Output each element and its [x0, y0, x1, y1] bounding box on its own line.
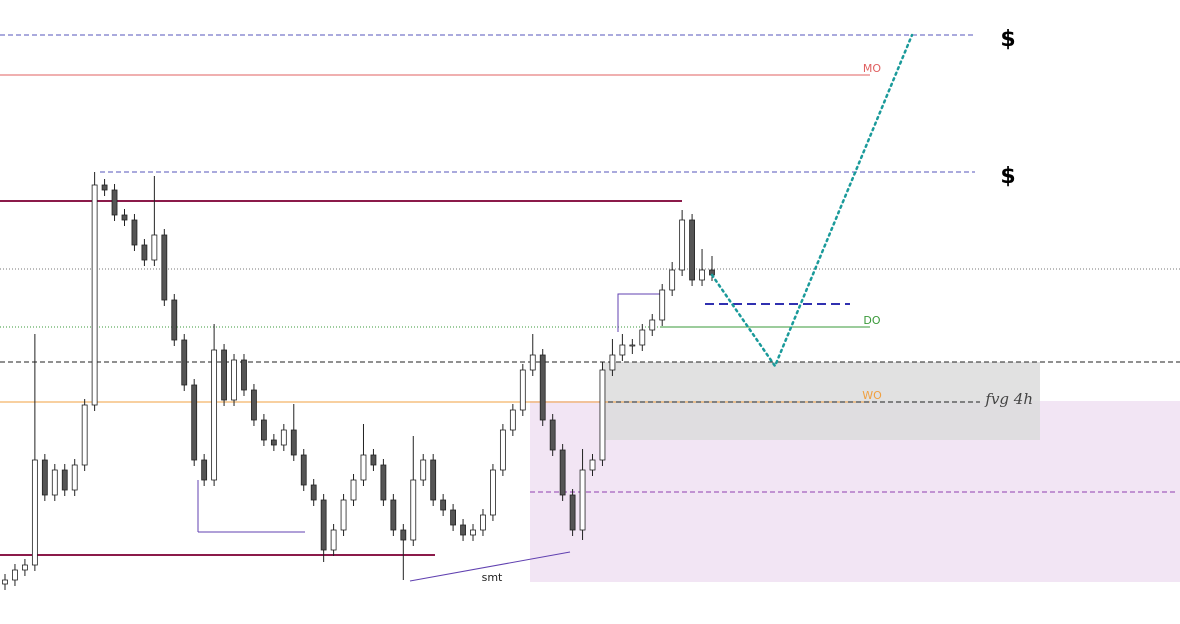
candle-body — [490, 469, 496, 516]
candle-body — [131, 219, 138, 246]
candle-body — [71, 464, 78, 491]
candle-body — [31, 459, 38, 566]
candle-body — [430, 459, 437, 501]
candle-body — [221, 349, 227, 401]
candle-body — [211, 349, 218, 481]
candle-body — [619, 344, 626, 356]
level-label: $ — [1000, 164, 1015, 189]
candle-body — [251, 389, 257, 421]
level-label: DO — [863, 314, 880, 327]
range-box — [617, 293, 662, 332]
candle-body — [689, 219, 695, 281]
candle-body — [290, 429, 297, 456]
candle-body — [270, 439, 277, 446]
level-label: WO — [862, 389, 882, 402]
candle-body — [480, 514, 486, 531]
candle-body — [350, 479, 357, 501]
candle-body — [639, 329, 646, 346]
level-label: MO — [863, 62, 881, 75]
candle-body — [121, 214, 128, 221]
candle-body — [340, 499, 347, 531]
candle-body — [669, 269, 676, 291]
candle-body — [300, 454, 307, 486]
candle-body — [410, 479, 417, 541]
candle-body — [679, 219, 686, 271]
smt-label: smt — [482, 571, 503, 584]
candle-body — [599, 369, 606, 461]
candle-body — [101, 184, 108, 191]
candle-body — [151, 234, 158, 261]
candle-body — [330, 529, 337, 551]
level-label: $ — [1000, 27, 1015, 52]
candle-body — [141, 244, 148, 261]
candle-body — [241, 359, 247, 391]
candle-body — [440, 499, 447, 511]
candle-body — [22, 564, 28, 571]
candle-body — [51, 469, 58, 496]
candle-body — [450, 509, 456, 526]
candle-body — [499, 429, 506, 471]
candle-body — [111, 189, 118, 216]
candle-body — [649, 319, 656, 331]
candle-body — [460, 524, 466, 536]
candle-body — [470, 529, 476, 536]
candle-body — [261, 419, 267, 441]
candle-body — [360, 454, 367, 481]
candle-body — [81, 404, 88, 466]
candle-body — [91, 184, 98, 406]
candle-body — [320, 499, 327, 551]
candle-body — [400, 529, 407, 541]
candle-body — [539, 354, 546, 421]
candle-body — [519, 369, 526, 411]
candle-body — [61, 469, 68, 491]
candle-body — [201, 459, 208, 481]
zone-label: fvg 4h — [984, 390, 1033, 408]
zone — [603, 362, 1040, 440]
candle-body — [529, 354, 536, 371]
candle-body — [390, 499, 397, 531]
candle-body — [161, 234, 168, 301]
smt-line — [409, 551, 571, 582]
candle-body — [231, 359, 237, 401]
candle-body — [629, 344, 636, 347]
candle-body — [280, 429, 287, 446]
candle-body — [380, 464, 387, 501]
candle-body — [589, 459, 596, 471]
candle-body — [569, 494, 576, 531]
candle-body — [549, 419, 556, 451]
candle-body — [370, 454, 377, 466]
candle-body — [579, 469, 586, 531]
candle-body — [181, 339, 188, 386]
projection — [710, 33, 914, 369]
candle-body — [609, 354, 616, 371]
candle-body — [12, 569, 18, 581]
candle-body — [2, 579, 8, 585]
candle-body — [509, 409, 516, 431]
candle-body — [191, 384, 198, 461]
candle-body — [310, 484, 317, 501]
candle-body — [171, 299, 178, 341]
candle-body — [41, 459, 48, 496]
candle-body — [420, 459, 427, 481]
candle-body — [559, 449, 566, 496]
candle-body — [699, 269, 705, 281]
candle-body — [659, 289, 666, 321]
